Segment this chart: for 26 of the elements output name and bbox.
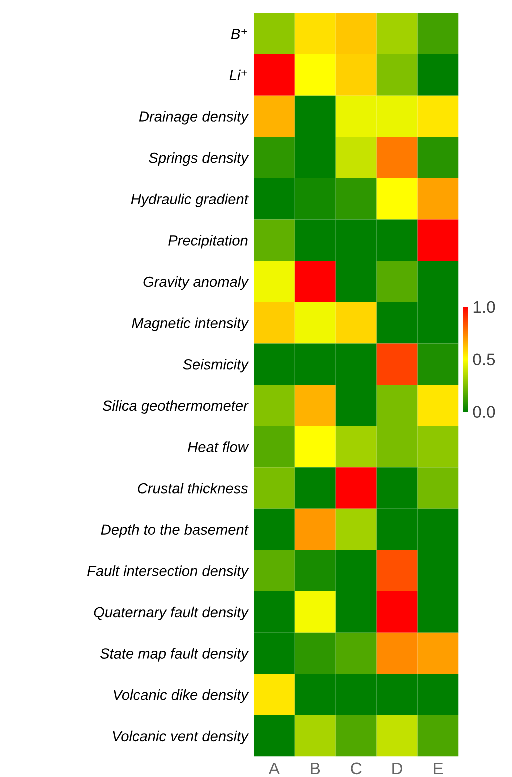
y-tick-label: Seismicity [183, 359, 250, 373]
x-tick-label: C [351, 762, 362, 775]
y-tick-label: Crustal thickness [138, 482, 248, 494]
x-tick-label: B [311, 762, 320, 774]
x-tick-label: A [268, 762, 280, 774]
y-tick-label: Drainage density [139, 111, 250, 125]
y-tick-label: Gravity anomaly [144, 276, 250, 290]
y-tick-label: B⁺ [231, 29, 248, 40]
x-tick-label: E [434, 762, 444, 774]
y-tick-label: Silica geothermometer [102, 400, 249, 414]
color-bar-label: 0.0 [473, 406, 496, 418]
y-tick-label: Springs density [149, 152, 250, 166]
color-bar-label: 1.0 [474, 301, 496, 314]
color-bar-label: 0.5 [473, 354, 496, 366]
y-tick-label: Precipitation [168, 235, 248, 249]
y-tick-label: State map fault density [100, 648, 250, 662]
y-tick-label: Hydraulic gradient [131, 194, 249, 208]
y-tick-label: Heat flow [188, 442, 250, 452]
x-tick-label: D [392, 762, 403, 774]
y-tick-label: Volcanic vent density [113, 730, 250, 744]
y-tick-label: Volcanic dike density [114, 690, 250, 704]
y-tick-label: Magnetic intensity [132, 318, 250, 332]
y-tick-label: Li⁺ [230, 70, 248, 80]
y-tick-label: Quaternary fault density [94, 606, 250, 621]
y-tick-label: Depth to the basement [101, 524, 249, 538]
y-tick-label: Fault intersection density [88, 566, 250, 580]
